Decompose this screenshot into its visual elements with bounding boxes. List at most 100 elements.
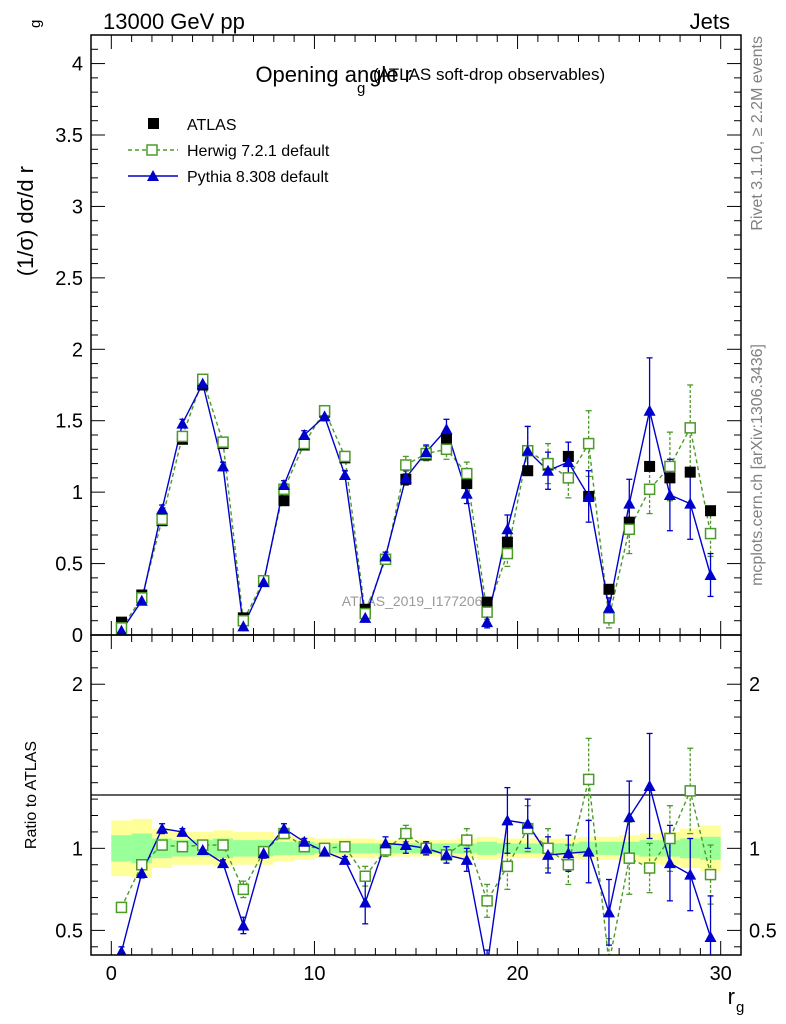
- pythia-ratio-point: [663, 857, 676, 869]
- pythia-data-point: [338, 469, 351, 480]
- herwig-ratio-point: [115, 901, 128, 914]
- ratio-y-tick-label-right: 0.5: [749, 920, 777, 942]
- herwig-ratio-point: [623, 852, 636, 864]
- x-tick-label: 20: [506, 963, 528, 985]
- main-plot-area: [115, 357, 717, 635]
- legend: ATLAS Herwig 7.2.1 default Pythia 8.308 …: [128, 117, 330, 186]
- ratio-band-green: [598, 841, 620, 855]
- pythia-data-point: [460, 487, 473, 499]
- herwig-ratio-point: [400, 827, 412, 840]
- ratio-band-green: [131, 833, 152, 864]
- mcplots-source-label: mcplots.cern.ch [arXiv:1306.3436]: [749, 344, 766, 586]
- pythia-data-point: [176, 417, 189, 429]
- pythia-ratio-point: [135, 866, 148, 878]
- pythia-ratio-point: [217, 857, 230, 869]
- herwig-ratio-point: [664, 832, 676, 845]
- main-y-tick-label: 4: [72, 54, 83, 76]
- pythia-data-point: [318, 410, 331, 422]
- pythia-ratio-point: [440, 848, 453, 860]
- herwig-ratio-point: [501, 860, 514, 873]
- herwig-data-point: [176, 430, 189, 443]
- main-y-tick-label: 2: [72, 339, 83, 361]
- herwig-ratio-point: [481, 895, 493, 907]
- ratio-band-green: [273, 841, 295, 855]
- herwig-data-point: [501, 547, 514, 560]
- pythia-data-point: [135, 594, 148, 606]
- herwig-ratio-line: [120, 779, 712, 955]
- ratio-y-tick-label: 1: [72, 838, 83, 860]
- pythia-ratio-point: [298, 835, 311, 847]
- legend-label-atlas: ATLAS: [187, 117, 237, 134]
- main-y-tick-label: 1: [72, 482, 83, 504]
- pythia-data-point: [257, 576, 270, 588]
- ratio-band-green: [111, 835, 132, 862]
- herwig-ratio-point: [217, 839, 229, 851]
- ratio-y-axis-label: Ratio to ATLAS: [23, 741, 40, 849]
- ratio-y-tick-label-right: 1: [749, 838, 760, 860]
- atlas-data-point: [684, 466, 696, 478]
- herwig-ratio-point: [582, 773, 595, 786]
- x-axis-label-subscript: g: [736, 999, 744, 1016]
- pythia-data-point: [582, 490, 595, 502]
- atlas-data-point: [664, 472, 676, 484]
- pythia-ratio-point: [704, 930, 717, 942]
- herwig-data-point: [461, 467, 473, 480]
- legend-marker-atlas: [148, 118, 159, 129]
- main-y-tick-label: 1.5: [55, 411, 83, 433]
- x-tick-label: 30: [710, 963, 732, 985]
- ratio-y-tick-label: 0.5: [55, 920, 83, 942]
- analysis-watermark: ATLAS_2019_I1772062: [342, 593, 491, 609]
- x-tick-label: 0: [106, 963, 117, 985]
- pythia-ratio-point: [501, 814, 514, 826]
- pythia-data-point: [440, 423, 453, 435]
- pythia-data-point: [704, 569, 717, 580]
- pythia-ratio-point: [196, 843, 209, 855]
- pythia-data-point: [399, 471, 412, 483]
- pythia-ratio-point: [399, 839, 412, 851]
- legend-label-pythia: Pythia 8.308 default: [187, 169, 329, 186]
- pythia-data-point: [501, 523, 514, 535]
- pythia-ratio-point: [359, 896, 372, 908]
- chart-title-subscript: g: [357, 80, 365, 97]
- ratio-panel-frame: [90, 634, 742, 956]
- pythia-data-point: [521, 444, 534, 456]
- ratio-y-tick-label: 2: [72, 674, 83, 696]
- pythia-ratio-point: [420, 842, 433, 854]
- main-y-tick-label: 3.5: [55, 125, 83, 147]
- herwig-data-point: [339, 450, 351, 463]
- pythia-data-point: [420, 446, 433, 458]
- herwig-ratio-point: [461, 834, 473, 846]
- pythia-ratio-point: [237, 919, 250, 931]
- x-axis-label: r: [728, 984, 735, 1009]
- herwig-data-point: [623, 523, 636, 536]
- pythia-ratio-point: [521, 817, 534, 829]
- herwig-data-point: [704, 527, 717, 540]
- pythia-ratio-point: [338, 853, 351, 865]
- herwig-ratio-point: [339, 840, 351, 853]
- herwig-data-point: [400, 459, 412, 471]
- main-y-tick-label: 0.5: [55, 554, 83, 576]
- herwig-data-point: [440, 443, 453, 456]
- pythia-data-point: [663, 489, 676, 500]
- atlas-data-point: [481, 596, 493, 608]
- pythia-data-point: [542, 464, 555, 476]
- atlas-data-point: [644, 460, 656, 472]
- pythia-ratio-point: [116, 945, 127, 955]
- herwig-ratio-point: [359, 870, 371, 882]
- pythia-ratio-line: [120, 784, 712, 955]
- ratio-band-green: [639, 840, 660, 857]
- ratio-band-green: [233, 840, 254, 857]
- axes: 0 0.5 1 1.5 2 2.5 3 3.5 4 0 10 20 30 0.5 0.5 1 1 2 2: [55, 35, 777, 985]
- herwig-ratio-point: [704, 868, 717, 881]
- pythia-data-point: [359, 611, 372, 623]
- atlas-data-point: [603, 583, 615, 595]
- herwig-ratio-point: [684, 785, 696, 797]
- pythia-ratio-point: [542, 848, 555, 860]
- atlas-data-point: [278, 495, 290, 507]
- pythia-data-point: [562, 456, 575, 468]
- ratio-band-green: [476, 841, 498, 855]
- pythia-ratio-point: [623, 811, 636, 823]
- pythia-ratio-point: [460, 853, 473, 865]
- pythia-ratio-point: [156, 822, 169, 834]
- herwig-data-point: [481, 606, 493, 618]
